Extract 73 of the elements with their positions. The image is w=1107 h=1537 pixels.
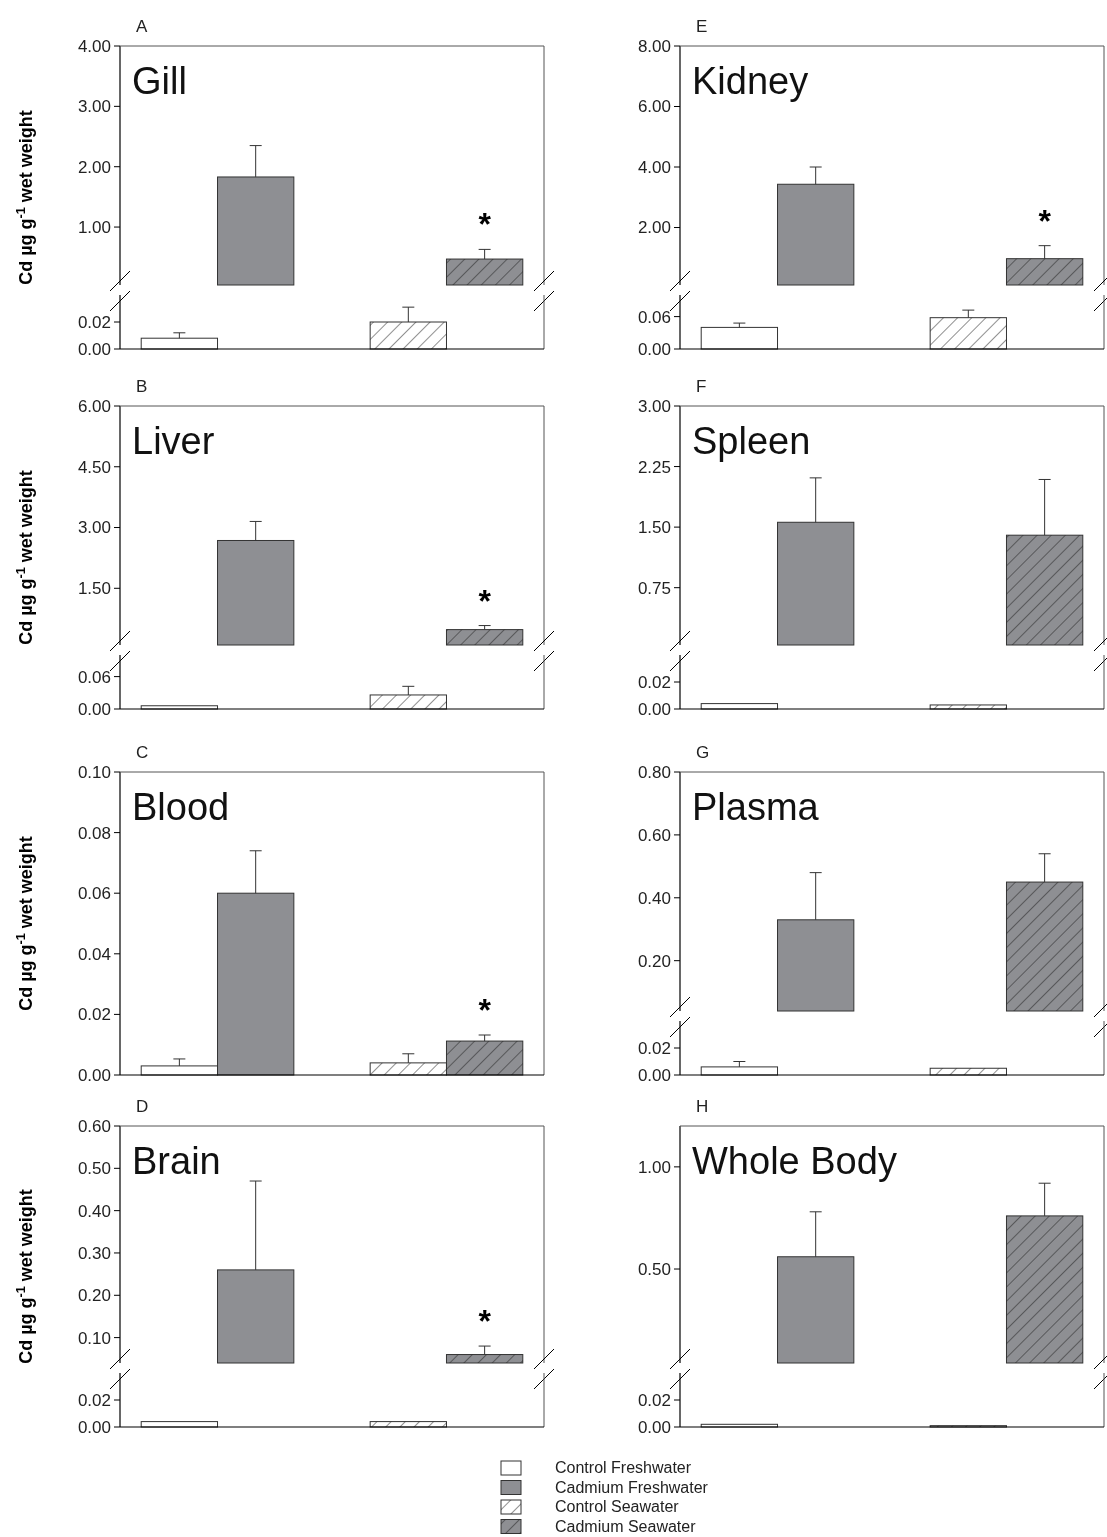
y-tick-label: 0.50 (77, 1159, 111, 1179)
chart-title: Liver (132, 420, 215, 462)
y-tick-label: 0.40 (637, 888, 671, 908)
y-tick-label: 0.00 (77, 1065, 111, 1085)
y-tick-label: 3.00 (637, 396, 671, 416)
y-tick-label: 6.00 (637, 97, 671, 117)
y-tick-label: 0.00 (637, 1417, 671, 1437)
y-tick-label: 0.06 (637, 307, 671, 327)
y-tick-label: 0.02 (77, 1390, 111, 1410)
text: C (136, 743, 149, 762)
y-tick-label: 4.00 (637, 157, 671, 177)
y-tick-label: 1.50 (77, 579, 111, 599)
y-tick-label: 0.00 (77, 699, 111, 719)
legend-label: Control Freshwater (555, 1459, 692, 1476)
y-tick-label: 0.00 (637, 699, 671, 719)
y-tick-label: 0.20 (637, 951, 671, 971)
y-tick-label: 0.75 (637, 578, 671, 598)
text: B (136, 377, 148, 396)
y-tick-label: 0.80 (637, 762, 671, 782)
y-tick-label: 3.00 (77, 97, 111, 117)
y-tick-label: 0.06 (77, 884, 111, 904)
legend-label: Control Seawater (555, 1498, 680, 1515)
y-tick-label: 0.00 (77, 1417, 111, 1437)
y-tick-label: 0.60 (637, 825, 671, 845)
chart-title: Brain (132, 1140, 221, 1182)
y-tick-label: 0.40 (77, 1201, 111, 1221)
y-tick-label: 0.10 (77, 762, 111, 782)
chart-title: Whole Body (692, 1140, 897, 1182)
y-tick-label: 2.00 (637, 218, 671, 238)
legend-label: Cadmium Seawater (555, 1517, 697, 1535)
y-tick-label: 0.02 (637, 1038, 671, 1058)
chart-title: Kidney (692, 60, 809, 102)
y-tick-label: 0.00 (637, 1065, 671, 1085)
y-tick-label: 0.60 (77, 1116, 111, 1136)
y-tick-label: 0.04 (77, 944, 111, 964)
y-tick-label: 1.00 (637, 1157, 671, 1177)
chart-title: Plasma (692, 786, 820, 828)
y-tick-label: 0.02 (637, 672, 671, 692)
y-tick-label: 8.00 (637, 36, 671, 56)
annotation: * (478, 992, 492, 1028)
text: E (696, 17, 708, 36)
text: G (696, 743, 710, 762)
y-tick-label: 1.00 (77, 218, 111, 238)
y-tick-label: 4.00 (77, 36, 111, 56)
chart-title: Gill (132, 60, 187, 102)
chart-title: Spleen (692, 420, 811, 462)
y-tick-label: 4.50 (77, 457, 111, 477)
text: A (136, 17, 148, 36)
y-tick-label: 0.00 (637, 339, 671, 359)
y-tick-label: 0.02 (637, 1390, 671, 1410)
y-tick-label: 3.00 (77, 518, 111, 538)
y-tick-label: 0.30 (77, 1243, 111, 1263)
annotation: * (478, 206, 492, 243)
y-tick-label: 0.06 (77, 667, 111, 687)
y-tick-label: 0.02 (77, 312, 111, 332)
y-tick-label: 0.20 (77, 1286, 111, 1306)
annotation: * (478, 1303, 492, 1340)
y-tick-label: 1.50 (637, 518, 671, 538)
y-tick-label: 0.10 (77, 1328, 111, 1348)
chart-title: Blood (132, 786, 230, 828)
y-tick-label: 2.00 (77, 157, 111, 177)
text: D (136, 1097, 149, 1116)
y-tick-label: 2.25 (637, 457, 671, 477)
y-tick-label: 0.02 (77, 1005, 111, 1025)
y-tick-label: 0.08 (77, 823, 111, 843)
annotation: * (1038, 202, 1052, 239)
text: H (696, 1097, 709, 1116)
y-tick-label: 0.50 (637, 1259, 671, 1279)
annotation: * (478, 582, 492, 619)
y-tick-label: 6.00 (77, 396, 111, 416)
text: F (696, 377, 707, 396)
legend-label: Cadmium Freshwater (555, 1478, 709, 1496)
y-tick-label: 0.00 (77, 339, 111, 359)
